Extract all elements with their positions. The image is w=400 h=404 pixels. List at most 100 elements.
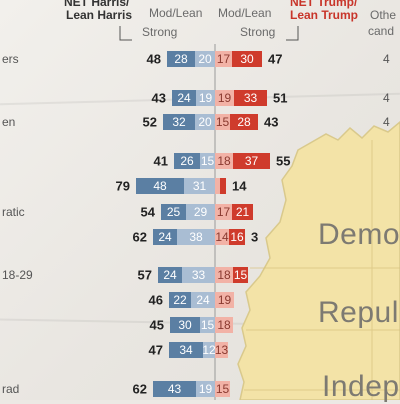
- label-harris-strong: 24: [163, 268, 177, 282]
- label-net-trump: 47: [268, 52, 282, 67]
- label-harris-lean: 33: [192, 268, 206, 282]
- label-trump-strong: 21: [236, 205, 250, 219]
- row-label: 18-29: [2, 268, 33, 282]
- label-net-harris: 46: [149, 293, 163, 308]
- scrap-text-republican: Repul: [318, 296, 399, 329]
- label-net-harris: 45: [150, 318, 164, 333]
- label-harris-strong: 24: [177, 91, 191, 105]
- label-net-harris: 57: [138, 268, 152, 283]
- bar-harris-strong: [153, 229, 177, 245]
- label-trump-strong: 37: [245, 154, 259, 168]
- mod-lean-left-header: Mod/Lean: [149, 6, 203, 20]
- net-trump-bracket: [286, 26, 299, 41]
- label-trump-lean: 15: [216, 115, 230, 129]
- bar-harris-strong: [169, 342, 203, 358]
- strong-right-header: Strong: [240, 25, 276, 39]
- label-trump-lean: 15: [216, 382, 230, 396]
- label-trump-lean: 19: [218, 293, 232, 307]
- bar-harris-strong: [169, 292, 191, 308]
- strong-left-header: Strong: [142, 25, 178, 39]
- label-trump-lean: 18: [217, 318, 231, 332]
- bar-harris-strong: [153, 381, 196, 397]
- bar-trump-lean: [215, 292, 234, 308]
- label-net-harris: 62: [133, 382, 147, 397]
- bar-trump-lean: [215, 90, 234, 106]
- label-harris-lean: 15: [201, 318, 215, 332]
- label-net-harris: 41: [154, 154, 168, 169]
- label-harris-strong: 43: [168, 382, 182, 396]
- mod-lean-right-header: Mod/Lean: [218, 6, 272, 20]
- row-label: ers: [2, 52, 19, 66]
- label-net-trump: 51: [273, 91, 287, 106]
- bar-harris-strong: [167, 51, 195, 67]
- bar-harris-lean: [200, 317, 215, 333]
- bar-harris-lean: [200, 153, 215, 169]
- label-net-trump: 3: [251, 230, 258, 245]
- bar-harris-lean: [196, 381, 215, 397]
- bar-harris-strong: [163, 114, 195, 130]
- bar-harris-strong: [136, 178, 184, 194]
- label-harris-strong: 48: [153, 179, 167, 193]
- label-harris-strong: 30: [178, 318, 192, 332]
- bar-trump-lean: [215, 51, 232, 67]
- bar-trump-strong: [232, 51, 262, 67]
- label-net-harris: 47: [149, 343, 163, 358]
- label-net-trump: 55: [276, 154, 290, 169]
- label-harris-lean: 19: [199, 382, 213, 396]
- bar-harris-lean: [195, 51, 215, 67]
- label-trump-lean: 18: [217, 268, 231, 282]
- label-trump-lean: 17: [217, 52, 231, 66]
- label-net-trump: 43: [264, 115, 278, 130]
- label-trump-lean: 19: [218, 91, 232, 105]
- bar-trump-strong: [220, 178, 226, 194]
- bar-harris-lean: [203, 342, 215, 358]
- label-net-harris: 79: [116, 179, 130, 194]
- label-harris-strong: 32: [172, 115, 186, 129]
- label-harris-lean: 24: [196, 293, 210, 307]
- label-harris-strong: 26: [180, 154, 194, 168]
- bar-trump-lean: [215, 381, 230, 397]
- label-other-candidate: 4: [383, 115, 390, 129]
- label-trump-lean: 14: [215, 230, 229, 244]
- bar-harris-strong: [172, 90, 196, 106]
- label-trump-strong: 30: [240, 52, 254, 66]
- bar-trump-lean: [215, 267, 233, 283]
- bar-harris-lean: [184, 178, 215, 194]
- net-harris-bracket: [119, 26, 132, 41]
- bar-trump-lean: [215, 342, 228, 358]
- label-net-trump: 14: [232, 179, 247, 194]
- label-trump-strong: 16: [230, 230, 244, 244]
- cand-header: cand: [368, 24, 395, 38]
- bar-trump-lean: [215, 204, 232, 220]
- label-harris-lean: 19: [199, 91, 213, 105]
- bar-trump-lean: [215, 153, 233, 169]
- bar-harris-lean: [191, 292, 215, 308]
- label-trump-lean: 13: [215, 343, 229, 357]
- label-harris-lean: 31: [193, 179, 207, 193]
- bar-harris-lean: [186, 204, 215, 220]
- label-other-candidate: 4: [383, 52, 390, 66]
- label-harris-strong: 25: [167, 205, 181, 219]
- lean-trump-header: Lean Trump: [290, 8, 359, 22]
- label-net-harris: 43: [152, 91, 166, 106]
- label-net-harris: 48: [147, 52, 161, 67]
- scrap-text-independent: Indep: [322, 370, 400, 403]
- label-other-candidate: 4: [383, 91, 390, 105]
- label-trump-lean: 18: [217, 154, 231, 168]
- bar-harris-lean: [177, 229, 215, 245]
- label-net-harris: 52: [143, 115, 157, 130]
- lean-harris-header: Lean Harris: [66, 8, 133, 22]
- net-trump-header: NET Trump/: [290, 0, 358, 9]
- bar-harris-strong: [174, 153, 200, 169]
- bar-harris-lean: [196, 90, 215, 106]
- label-harris-strong: 28: [174, 52, 188, 66]
- label-trump-lean: 17: [217, 205, 231, 219]
- label-harris-lean: 12: [202, 343, 216, 357]
- label-harris-lean: 29: [194, 205, 208, 219]
- label-harris-lean: 20: [198, 115, 212, 129]
- label-net-harris: 54: [141, 205, 156, 220]
- bar-harris-strong: [170, 317, 200, 333]
- net-harris-header: NET Harris/: [64, 0, 130, 9]
- bar-trump-strong: [234, 90, 267, 106]
